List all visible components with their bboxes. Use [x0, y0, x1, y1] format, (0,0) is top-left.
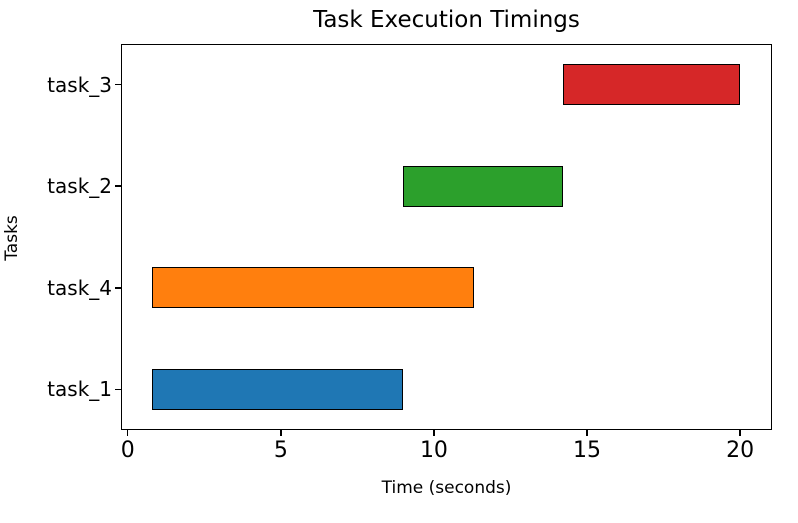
x-tick-label-5: 5 [273, 438, 288, 463]
y-tick-label-task_3: task_3 [47, 72, 112, 97]
y-tick-label-task_1: task_1 [47, 377, 112, 402]
y-tick-label-task_2: task_2 [47, 174, 112, 199]
chart-title: Task Execution Timings [313, 7, 580, 33]
bar-task_4 [152, 267, 474, 309]
plot-area [121, 44, 772, 430]
y-tick-mark [115, 287, 121, 289]
x-tick-label-0: 0 [120, 438, 135, 463]
x-tick-mark [586, 430, 588, 436]
y-axis-label: Tasks [2, 215, 22, 261]
x-axis-label: Time (seconds) [381, 478, 512, 498]
x-tick-label-20: 20 [726, 438, 755, 463]
x-tick-label-10: 10 [419, 438, 448, 463]
y-tick-label-task_4: task_4 [47, 275, 112, 300]
bar-task_1 [152, 369, 404, 410]
x-tick-mark [126, 430, 129, 436]
x-tick-mark [739, 430, 741, 436]
y-tick-mark [115, 388, 121, 391]
x-tick-mark [433, 430, 435, 436]
y-tick-mark [115, 185, 121, 187]
x-tick-label-15: 15 [573, 438, 602, 463]
y-tick-mark [115, 83, 121, 86]
bar-task_2 [403, 165, 563, 207]
x-tick-mark [280, 430, 282, 436]
bar-task_3 [562, 64, 741, 105]
